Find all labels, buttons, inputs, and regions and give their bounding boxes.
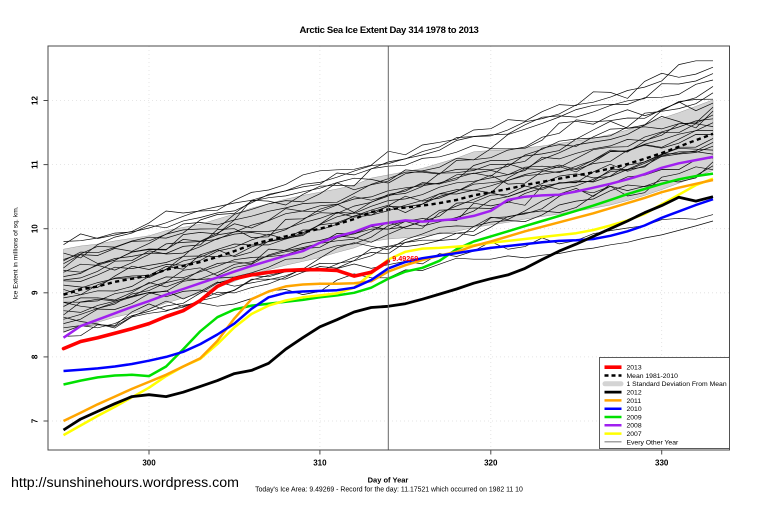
svg-text:9.49269: 9.49269: [392, 254, 418, 263]
svg-text:2008: 2008: [627, 423, 642, 430]
svg-text:Day of Year: Day of Year: [368, 476, 409, 485]
svg-text:10: 10: [31, 224, 40, 233]
svg-text:7: 7: [31, 418, 40, 423]
svg-text:2012: 2012: [627, 390, 642, 397]
svg-text:300: 300: [142, 459, 156, 468]
svg-text:2009: 2009: [627, 414, 642, 421]
svg-text:330: 330: [655, 459, 669, 468]
svg-text:Ice Extent in millions of sq.: Ice Extent in millions of sq. km.: [13, 206, 20, 299]
svg-text:12: 12: [31, 96, 40, 105]
svg-text:2010: 2010: [627, 406, 642, 413]
svg-text:320: 320: [484, 459, 498, 468]
svg-text:Every Other Year: Every Other Year: [627, 439, 679, 446]
svg-text:8: 8: [31, 354, 40, 359]
svg-text:2007: 2007: [627, 431, 642, 438]
svg-text:1 Standard Deviation From Mean: 1 Standard Deviation From Mean: [627, 381, 727, 388]
svg-text:http://sunshinehours.wordpress: http://sunshinehours.wordpress.com: [11, 475, 239, 491]
svg-text:Mean 1981-2010: Mean 1981-2010: [627, 373, 679, 380]
svg-text:11: 11: [31, 160, 40, 169]
svg-text:2011: 2011: [627, 398, 642, 405]
svg-text:Arctic Sea Ice Extent Day 314: Arctic Sea Ice Extent Day 314 1978 to 20…: [299, 25, 478, 36]
svg-text:9: 9: [31, 290, 40, 295]
svg-text:310: 310: [313, 459, 327, 468]
svg-text:2013: 2013: [627, 365, 642, 372]
svg-text:Today's Ice Area: 9.49269 - R: Today's Ice Area: 9.49269 - Record for t…: [255, 487, 523, 494]
